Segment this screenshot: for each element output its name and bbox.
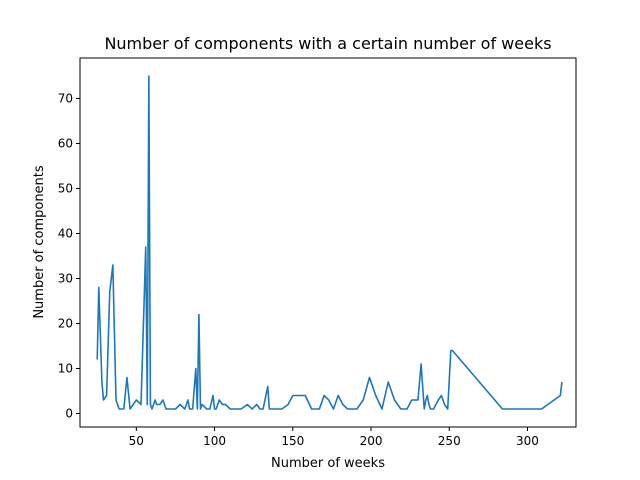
y-axis: 0 10 20 30 40 50 60 70	[58, 92, 80, 421]
x-axis: 50 100 150 200 250 300	[129, 427, 539, 448]
y-tick-label: 10	[58, 362, 73, 376]
y-tick-label: 0	[65, 407, 73, 421]
x-tick-label: 100	[203, 434, 226, 448]
x-tick-label: 300	[516, 434, 539, 448]
x-axis-label: Number of weeks	[271, 456, 385, 471]
y-tick-label: 20	[58, 317, 73, 331]
y-tick-label: 60	[58, 137, 73, 151]
x-tick-label: 250	[438, 434, 461, 448]
x-tick-label: 150	[281, 434, 304, 448]
y-axis-label: Number of components	[32, 165, 47, 319]
chart-title: Number of components with a certain numb…	[104, 34, 551, 53]
y-tick-label: 40	[58, 227, 73, 241]
x-tick-label: 50	[129, 434, 144, 448]
series-line-layer	[96, 75, 563, 410]
y-tick-label: 30	[58, 272, 73, 286]
y-tick-label: 70	[58, 92, 73, 106]
y-tick-label: 50	[58, 182, 73, 196]
plot-frame	[79, 57, 577, 428]
series-line-0	[96, 75, 563, 410]
x-tick-label: 200	[360, 434, 383, 448]
